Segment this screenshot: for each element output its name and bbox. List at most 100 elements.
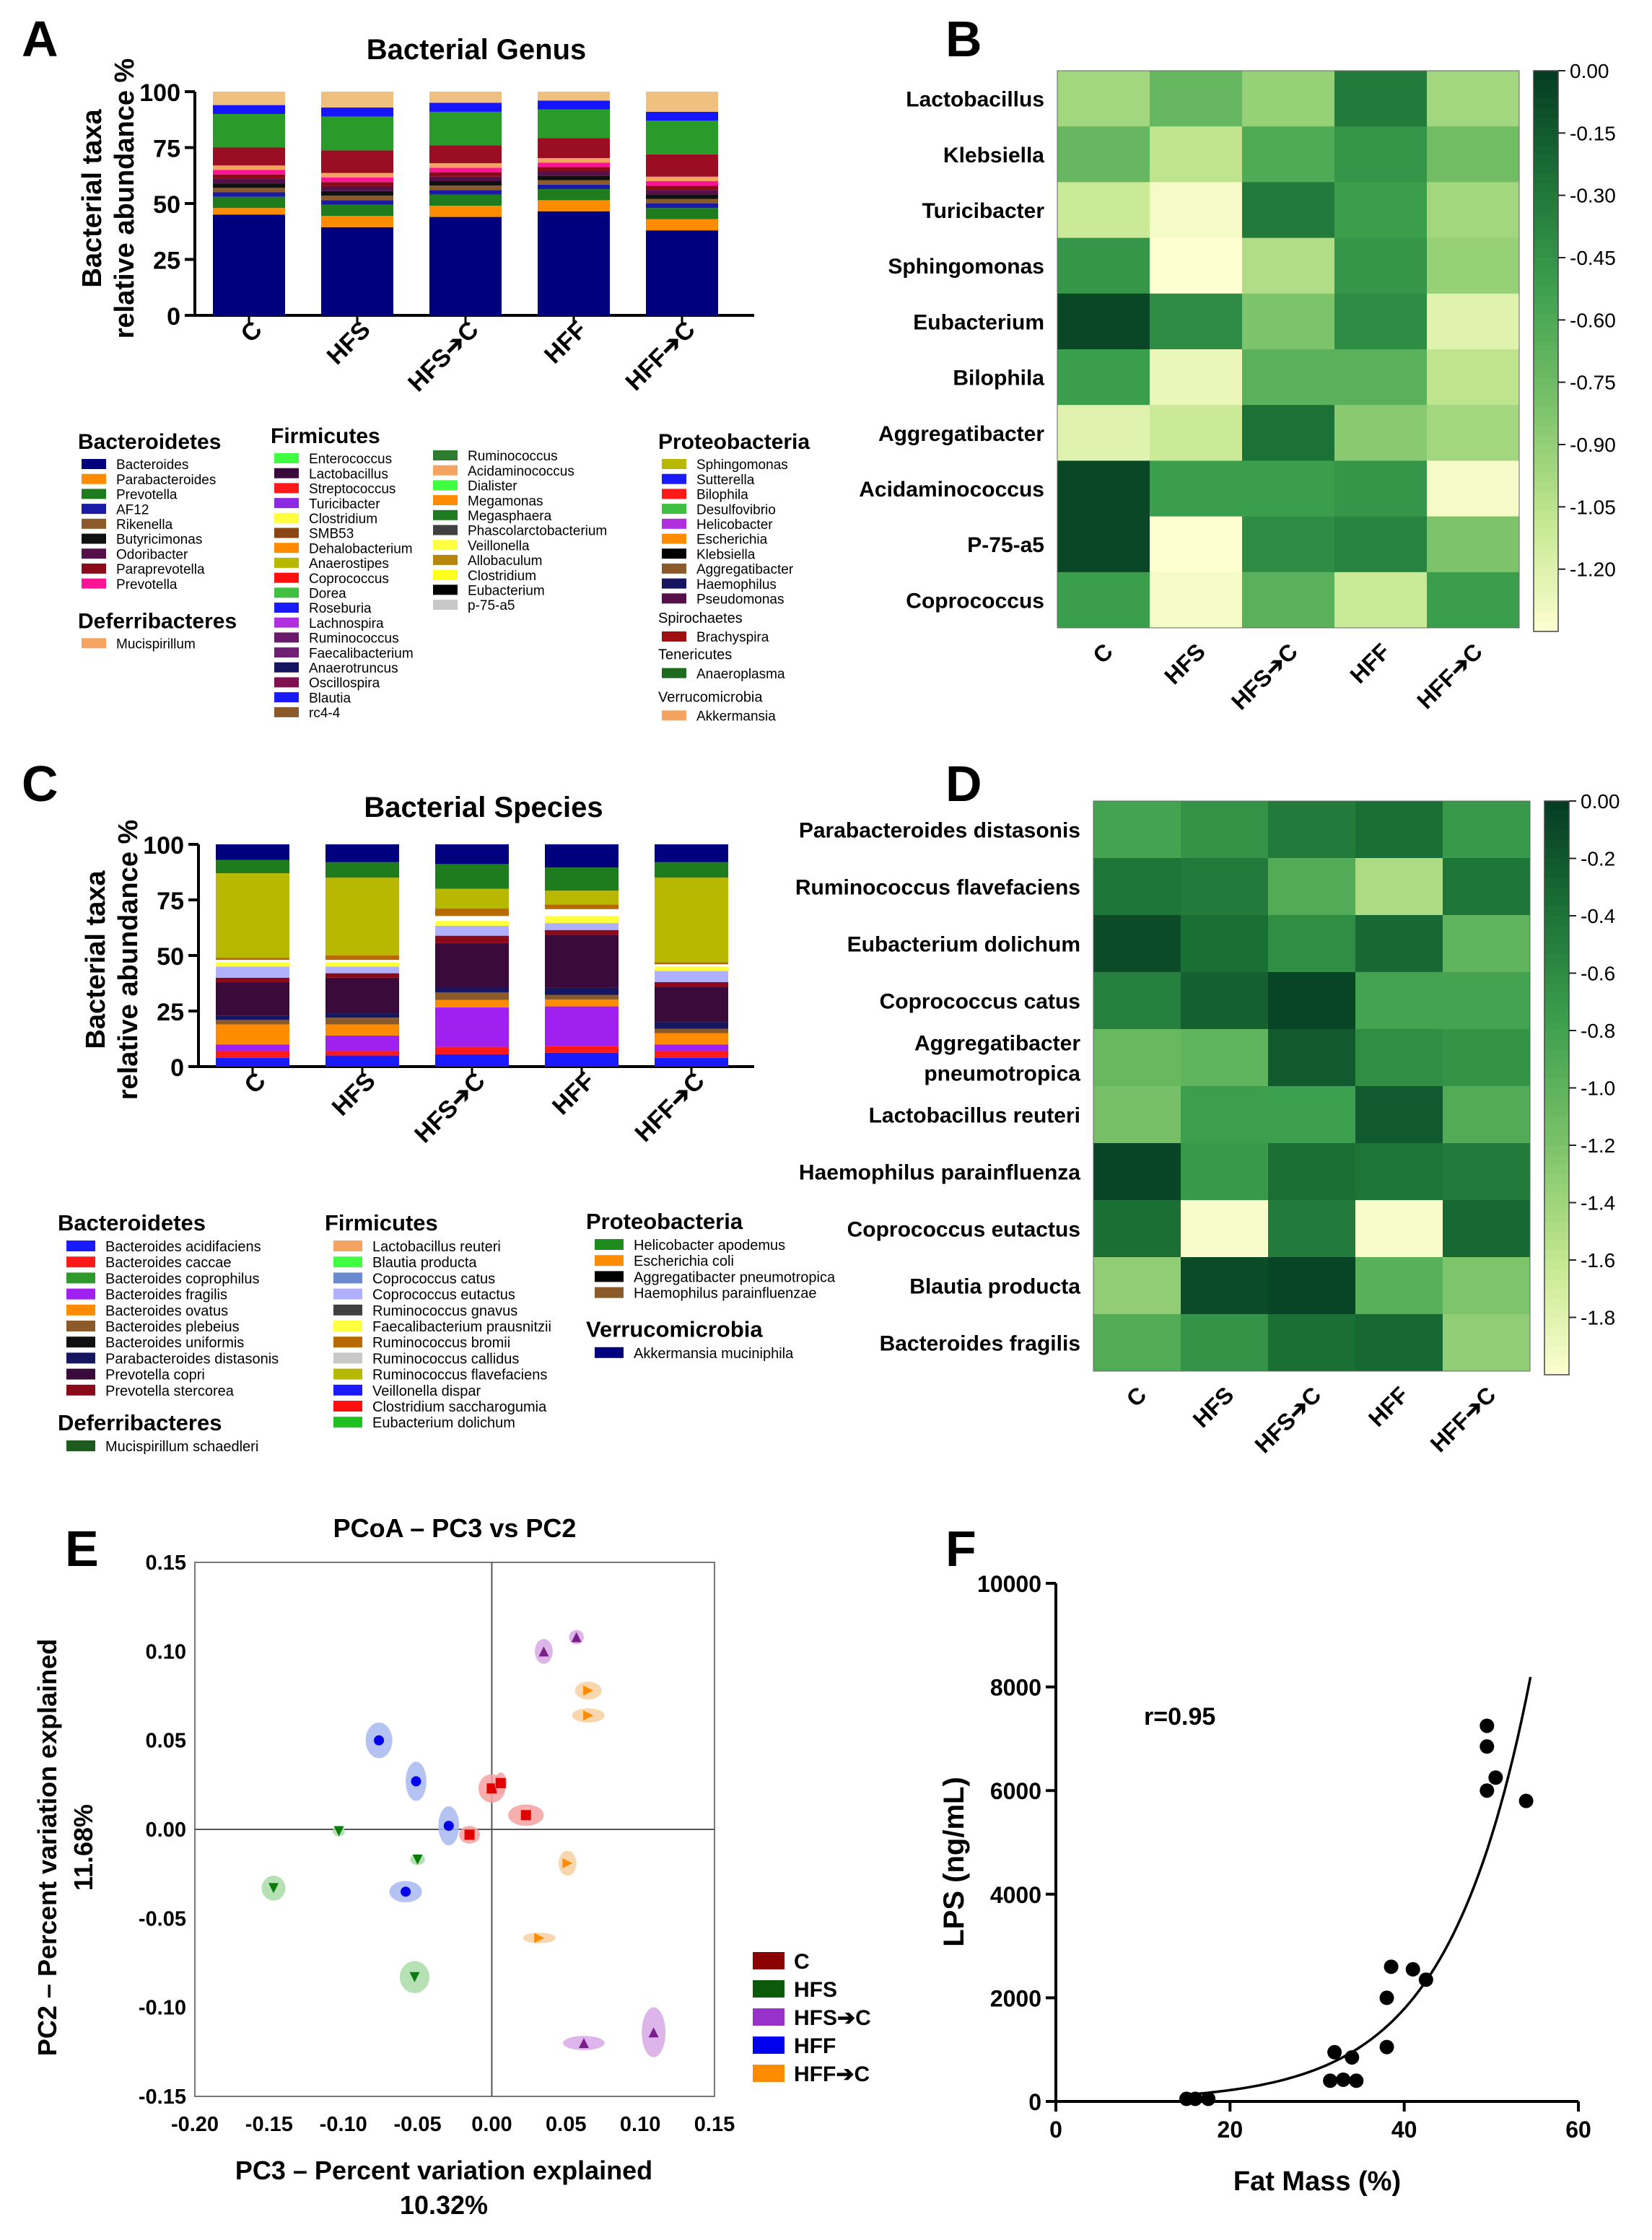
y-axis-label-e-line1: PC2 – Percent variation explained [32,1639,62,2056]
legend-item-label: HFF➔C [794,2062,870,2086]
legend-swatch [433,554,458,565]
heatmap-col-label: HFF➔C [1425,1381,1501,1457]
bar-segment [435,987,509,993]
heatmap-cell [1268,1029,1356,1087]
colorbar-segment [1534,248,1558,258]
y-axis-label-a-line1: Bacterial taxa [77,109,108,288]
colorbar-segment [1534,453,1558,464]
y-axis-label-e-line2: 11.68% [69,1804,98,1891]
bar-segment [325,966,399,974]
colorbar-segment [1544,954,1569,964]
y-tick-label: 8000 [990,1675,1041,1701]
bar-segment [538,200,610,211]
bar-segment [646,111,718,121]
heatmap-row-label: Aggregatibacter [878,422,1044,446]
bar-segment [213,196,285,209]
legend-group-title: Tenericutes [658,647,732,663]
bar-segment [321,92,393,108]
x-tick-label: 40 [1391,2117,1417,2143]
colorbar-segment [1534,603,1558,613]
legend-item-label: Bacteroides uniformis [105,1335,244,1351]
legend-item-label: Megamonas [468,494,543,509]
legend-item-label: Lachnospira [309,616,384,631]
legend-swatch [274,632,299,643]
panel-a: A Bacterial Genus Bacterial taxa relativ… [22,11,810,725]
bar-segment [538,100,610,110]
colorbar-segment [1534,192,1558,202]
x-tick-label: HFF [547,1067,600,1121]
bar-segment [213,147,285,166]
x-tick-label: HFF➔C [621,316,701,396]
legend-swatch [595,1239,624,1250]
legend-swatch [662,593,686,604]
colorbar-segment [1534,173,1558,183]
heatmap-cell [1443,1314,1531,1372]
legend-swatch [66,1440,95,1451]
colorbar-segment [1544,1212,1569,1222]
y-tick-label: 6000 [990,1778,1041,1804]
heatmap-cell [1181,972,1269,1030]
heatmap-col-label: HFS [1188,1381,1239,1432]
x-tick-label: HFS [322,316,376,370]
heatmap-cell [1181,1029,1269,1087]
colorbar-tick-label: -0.75 [1570,372,1616,394]
legend-swatch [333,1304,362,1316]
bar-segment [545,994,619,999]
bar-segment [321,116,393,151]
point-marker [411,1776,421,1787]
bar-segment [213,183,285,188]
legend-item-label: Helicobacter apodemus [634,1238,785,1254]
bar-segment [646,154,718,177]
panel-letter-c: C [22,756,58,812]
x-tick-label: 0 [1049,2117,1062,2143]
legend-item-label: Veillonella dispar [372,1383,481,1399]
legend-item-label: Ruminococcus gnavus [372,1303,517,1319]
y-tick-label: 4000 [990,1882,1041,1908]
legend-item-label: Anaerostipes [309,556,389,572]
colorbar-tick-label: -1.0 [1581,1077,1615,1100]
point-marker [583,1710,594,1721]
legend-swatch [82,518,106,529]
heatmap-cell [1181,1143,1269,1201]
legend-swatch [274,603,299,613]
legend-swatch [753,1952,785,1969]
panel-d: D Parabacteroides distasonis Ruminococcus… [795,756,1620,1458]
point-marker [464,1829,475,1840]
bar-segment [216,962,289,967]
bar-segment [538,184,610,190]
colorbar-segment [1544,1097,1569,1108]
bar-segment [325,962,399,967]
legend-item-label: Prevotella [116,577,178,592]
legend-swatch [662,710,686,721]
bar-segment [646,198,718,204]
bar-segment [435,935,509,943]
colorbar-segment [1544,1126,1569,1137]
colorbar-segment [1534,445,1558,455]
heatmap-cell [1427,572,1520,629]
x-tick-label: 60 [1565,2117,1591,2143]
bar-segment [429,185,502,191]
legend-item-label: Bacteroides ovatus [105,1303,228,1319]
bar-segment [655,1022,728,1029]
legend-item-label: Allobaculum [468,554,543,569]
point-marker [562,1858,573,1868]
colorbar-segment [1544,1241,1569,1251]
colorbar-segment [1534,472,1558,483]
legend-item-label: rc4-4 [309,706,341,721]
colorbar-border [1533,70,1559,632]
y-tick-label: 2000 [990,1985,1041,2011]
heatmap-col-label: HFS➔C [1249,1381,1326,1458]
legend-swatch [333,1336,362,1348]
colorbar-segment [1544,916,1569,926]
colorbar-segment [1534,89,1558,100]
colorbar-segment [1544,1031,1569,1041]
heatmap-row-label: Lactobacillus reuteri [869,1104,1080,1128]
legend-swatch [82,563,106,574]
legend-item-label: Coprococcus [309,572,389,587]
heatmap-cell [1181,1086,1269,1144]
bar-segment [646,230,718,315]
bar-segment [655,878,728,963]
legend-swatch [274,647,299,658]
colorbar-segment [1544,839,1569,849]
legend-item-label: Helicobacter [696,517,773,533]
